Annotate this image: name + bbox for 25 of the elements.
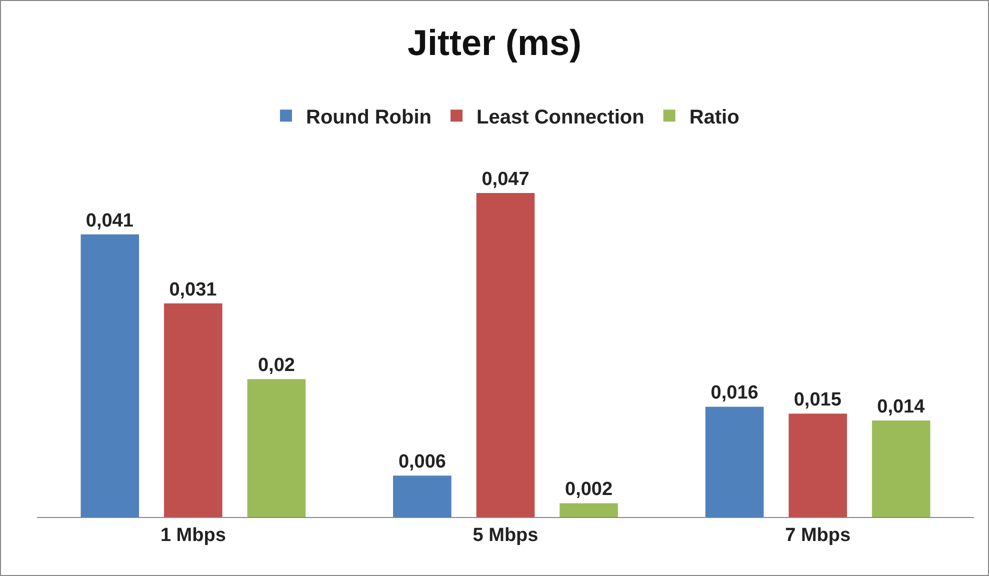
bar: [872, 420, 930, 517]
data-label: 0,031: [169, 279, 218, 300]
legend-label: Ratio: [689, 106, 740, 128]
data-label: 0,047: [482, 169, 530, 190]
chart-title: Jitter (ms): [407, 22, 582, 63]
bar: [705, 406, 764, 517]
bar: [393, 476, 452, 517]
bar: [788, 414, 847, 517]
data-label: 0,016: [710, 382, 758, 404]
data-label: 0,006: [398, 452, 446, 473]
bar: [476, 193, 535, 517]
bar: [164, 303, 222, 517]
x-tick-label: 1 Mbps: [160, 524, 226, 546]
x-tick-label: 7 Mbps: [785, 524, 851, 546]
data-label: 0,02: [258, 355, 295, 376]
legend-label: Least Connection: [476, 106, 644, 128]
data-label: 0,014: [877, 396, 926, 418]
x-tick-label: 5 Mbps: [472, 524, 538, 546]
bar: [80, 234, 140, 517]
bar: [560, 503, 618, 517]
bar: [247, 379, 306, 517]
data-label: 0,002: [565, 479, 613, 500]
data-label: 0,041: [86, 210, 134, 232]
data-label: 0,015: [794, 390, 842, 411]
legend-label: Round Robin: [306, 106, 432, 128]
